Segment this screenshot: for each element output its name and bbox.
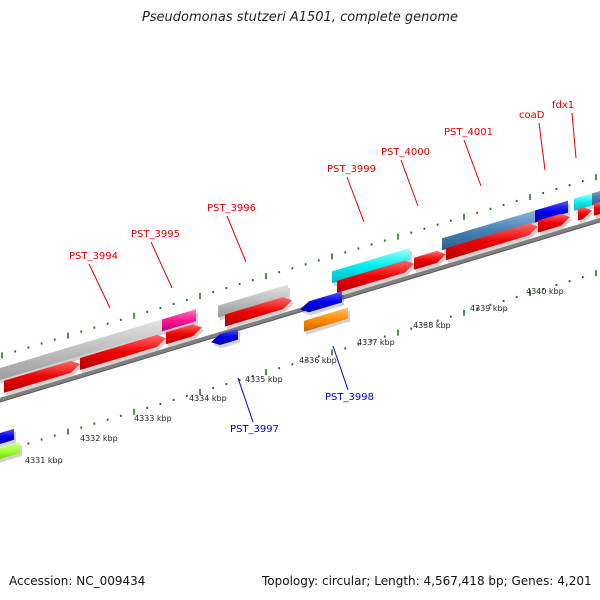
cds-forward — [414, 250, 446, 270]
gene-label-reverse: PST_3998 — [325, 392, 374, 403]
feature-block — [0, 319, 162, 380]
feature-block — [442, 210, 535, 251]
label-leader — [237, 377, 254, 423]
scale-labels: 4331 kbp 4332 kbp 4333 kbp 4334 kbp 4335 kbp… — [25, 287, 564, 465]
cds-reverse — [0, 428, 14, 444]
backbone-shadow — [0, 221, 600, 403]
gene-label-forward: PST_3994 — [69, 251, 118, 262]
label-leader — [332, 345, 349, 391]
feature-block — [218, 284, 288, 318]
cds-forward — [446, 223, 538, 261]
gene-label-forward: PST_4001 — [444, 127, 493, 138]
label-leader — [88, 263, 111, 309]
accession-text: Accession: NC_009434 — [9, 574, 146, 588]
cds-reverse — [300, 291, 342, 313]
gene-label-forward: PST_3995 — [131, 229, 180, 240]
label-leader — [400, 159, 419, 207]
gene-label-forward: coaD — [519, 110, 545, 121]
gene-label-forward: PST_3999 — [327, 164, 376, 175]
label-leader — [346, 176, 365, 223]
feature-block — [592, 191, 600, 206]
feature-block — [162, 309, 196, 332]
scale-label: 4331 kbp — [25, 456, 63, 465]
feature-block — [0, 442, 20, 459]
scale-label: 4338 kbp — [413, 321, 451, 330]
label-leader — [538, 122, 546, 171]
gene-label-reverse: PST_3997 — [230, 424, 279, 435]
scale-label: 4333 kbp — [134, 414, 172, 423]
scale-label: 4336 kbp — [299, 356, 337, 365]
cds-forward — [594, 202, 600, 216]
map-title: Pseudomonas stutzeri A1501, complete gen… — [141, 10, 459, 25]
cds-forward — [225, 297, 292, 327]
cds-reverse — [211, 328, 238, 345]
cds-forward — [538, 213, 570, 233]
features — [0, 191, 600, 463]
gene-label-forward: PST_3996 — [207, 203, 256, 214]
gene-labels: PST_3994 PST_3995 PST_3996 PST_3999 PST_4000… — [69, 100, 577, 435]
gene-label-forward: fdx1 — [552, 100, 574, 111]
label-leader — [150, 241, 173, 289]
scale-label: 4335 kbp — [245, 375, 283, 384]
scale-label: 4340 kbp — [526, 287, 564, 296]
tick-marks — [1, 174, 597, 455]
cds-forward — [4, 360, 80, 393]
feature-block — [535, 200, 568, 223]
scale-label: 4334 kbp — [189, 394, 227, 403]
backbone — [0, 217, 600, 403]
gene-label-forward: PST_4000 — [381, 147, 430, 158]
cds-forward — [80, 334, 166, 370]
feature-block — [332, 248, 410, 284]
feature-block — [574, 193, 592, 211]
scale-label: 4332 kbp — [80, 434, 118, 443]
backbone-line — [0, 217, 600, 403]
feature-block — [304, 307, 348, 332]
cds-forward — [166, 324, 202, 345]
cds-forward — [578, 207, 592, 221]
scale-label: 4339 kbp — [470, 304, 508, 313]
label-leader — [226, 215, 247, 263]
cds-forward — [337, 260, 414, 293]
label-leader — [571, 112, 577, 159]
scale-label: 4337 kbp — [357, 338, 395, 347]
label-leader — [463, 139, 482, 187]
genome-summary-text: Topology: circular; Length: 4,567,418 bp… — [262, 574, 592, 588]
